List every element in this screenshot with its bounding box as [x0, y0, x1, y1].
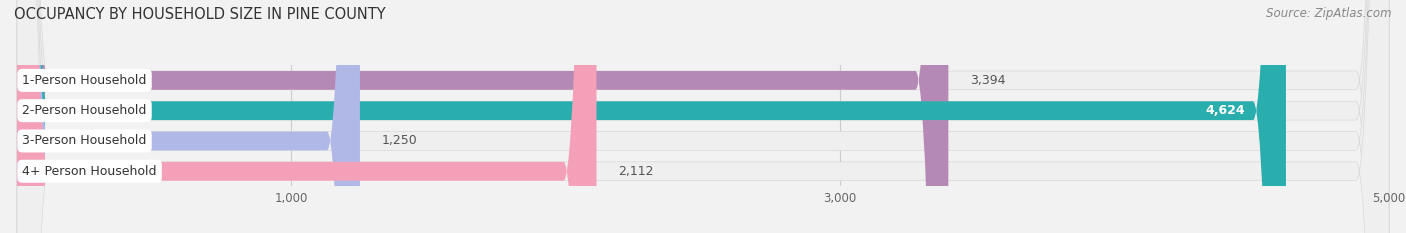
Text: 1-Person Household: 1-Person Household — [22, 74, 146, 87]
FancyBboxPatch shape — [17, 0, 1286, 233]
FancyBboxPatch shape — [17, 0, 949, 233]
Text: Source: ZipAtlas.com: Source: ZipAtlas.com — [1267, 7, 1392, 20]
FancyBboxPatch shape — [17, 0, 596, 233]
Text: 2,112: 2,112 — [619, 165, 654, 178]
FancyBboxPatch shape — [17, 0, 1389, 233]
FancyBboxPatch shape — [17, 0, 1389, 233]
FancyBboxPatch shape — [17, 0, 1389, 233]
Text: 1,250: 1,250 — [382, 134, 418, 147]
Text: 4+ Person Household: 4+ Person Household — [22, 165, 157, 178]
FancyBboxPatch shape — [17, 0, 360, 233]
Text: 2-Person Household: 2-Person Household — [22, 104, 146, 117]
Text: 3-Person Household: 3-Person Household — [22, 134, 146, 147]
Text: 4,624: 4,624 — [1205, 104, 1244, 117]
FancyBboxPatch shape — [17, 0, 1389, 233]
Text: OCCUPANCY BY HOUSEHOLD SIZE IN PINE COUNTY: OCCUPANCY BY HOUSEHOLD SIZE IN PINE COUN… — [14, 7, 385, 22]
Text: 3,394: 3,394 — [970, 74, 1005, 87]
